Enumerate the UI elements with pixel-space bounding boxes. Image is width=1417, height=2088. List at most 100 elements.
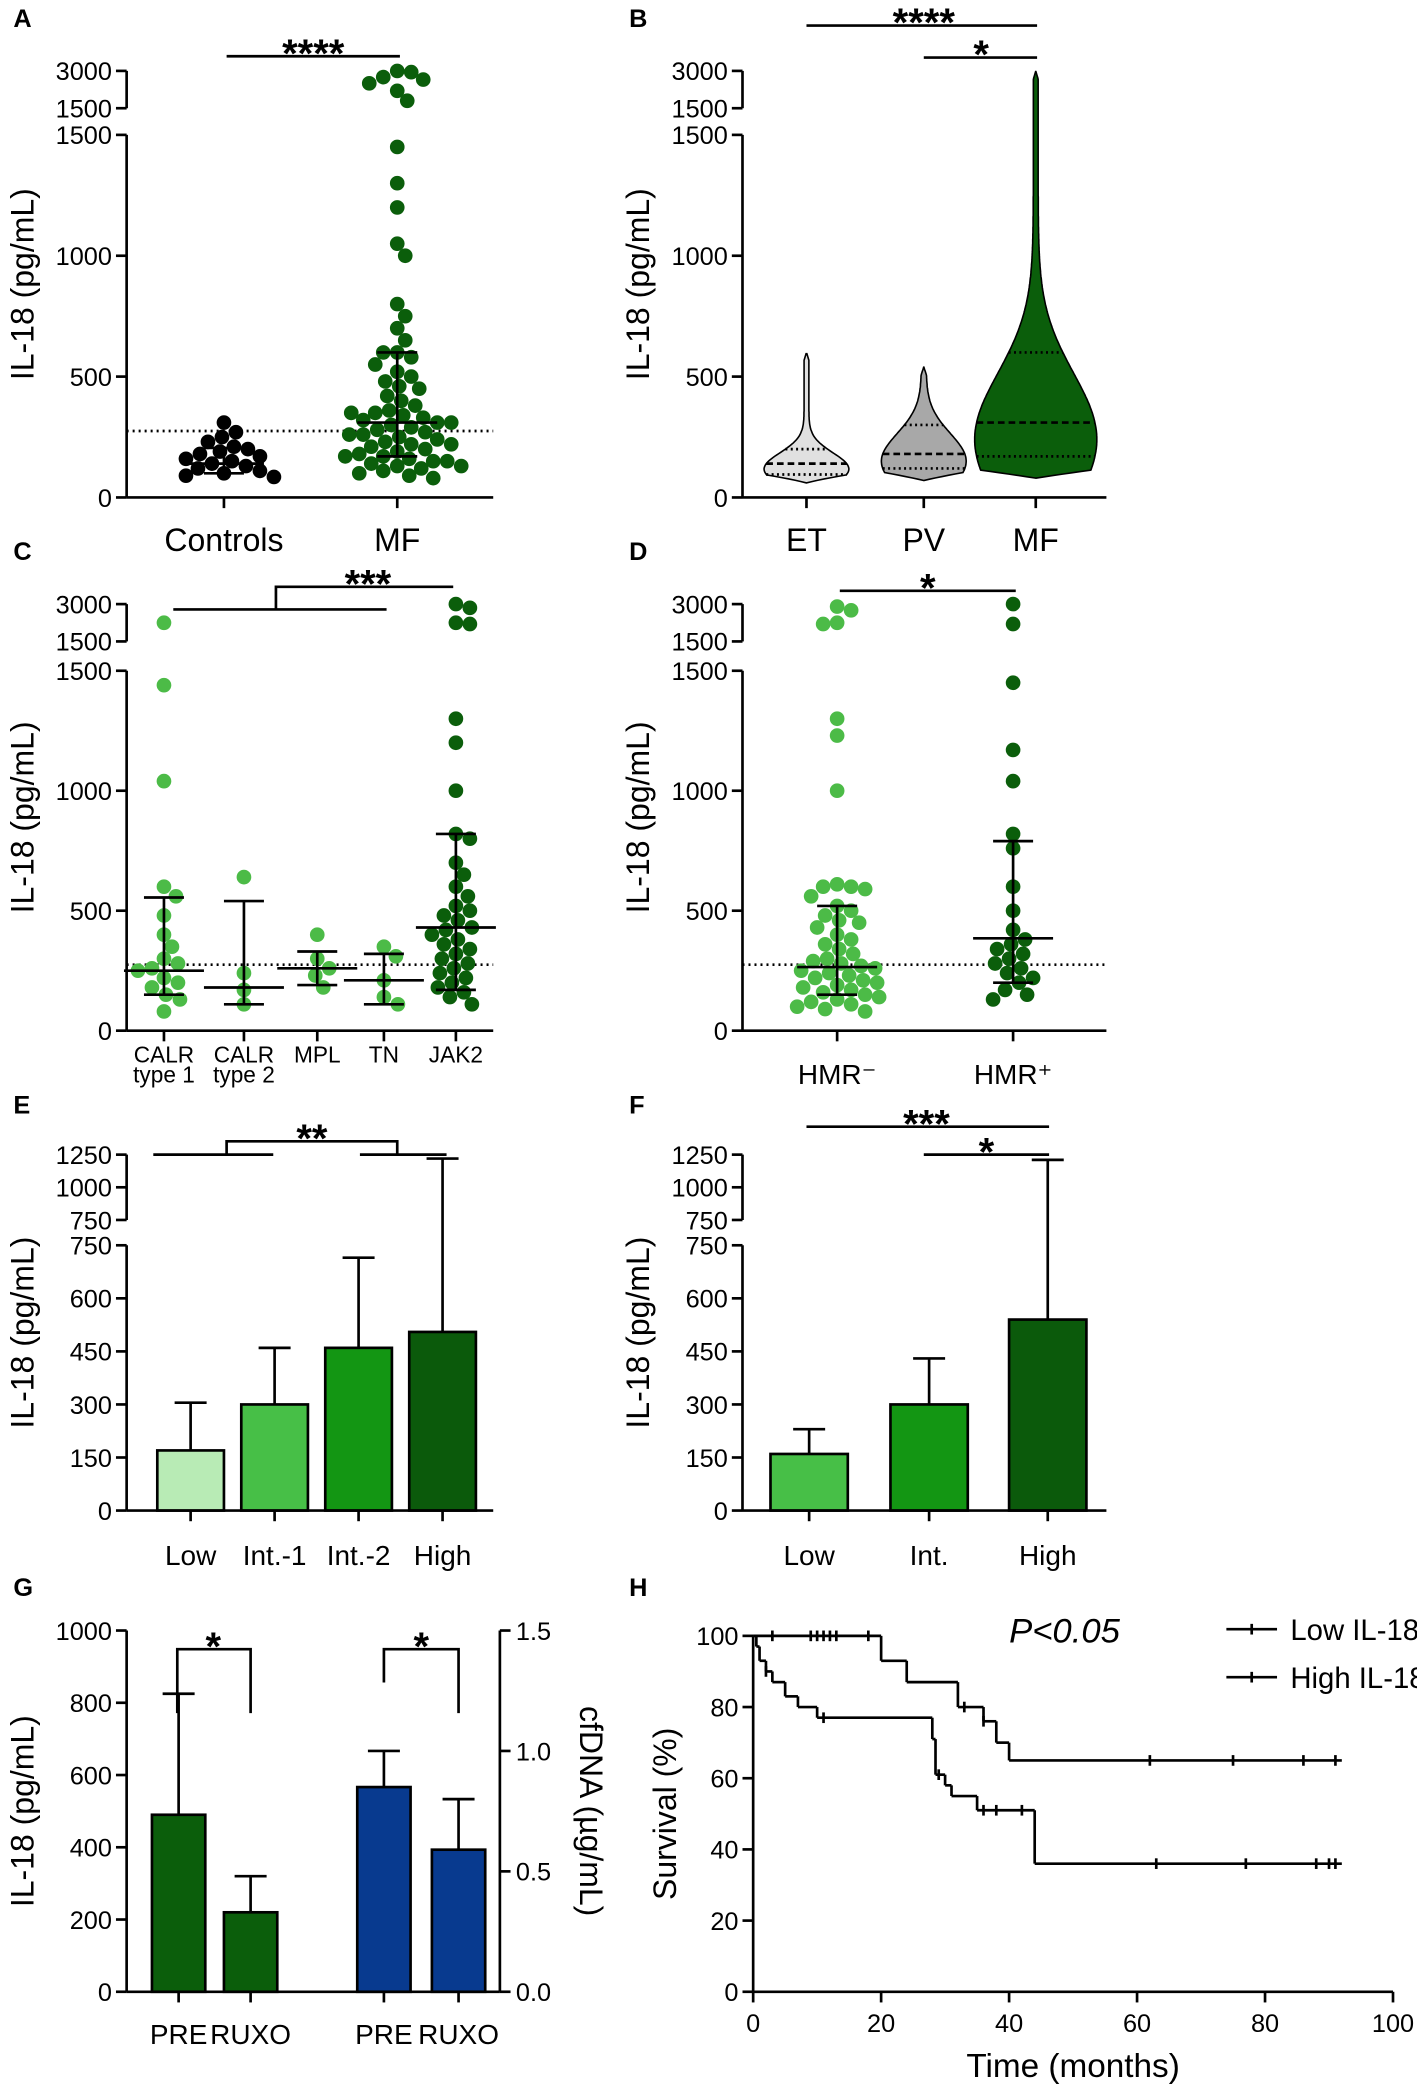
y-axis-title: IL-18 (pg/mL) bbox=[4, 721, 40, 913]
data-point bbox=[377, 374, 393, 389]
data-point bbox=[389, 200, 405, 215]
x-tick-label: RUXO bbox=[418, 2019, 499, 2050]
panel-label: A bbox=[13, 5, 31, 33]
data-point bbox=[442, 989, 458, 1005]
x-tick-label: Controls bbox=[164, 522, 283, 558]
y2-tick-label: 0.0 bbox=[516, 1979, 551, 2007]
data-point bbox=[869, 975, 885, 991]
panel-label: F bbox=[629, 1091, 644, 1119]
data-point bbox=[831, 941, 847, 957]
data-point bbox=[443, 436, 459, 452]
data-point bbox=[456, 867, 472, 883]
data-point bbox=[462, 903, 478, 919]
data-point bbox=[397, 248, 413, 264]
data-point bbox=[388, 948, 404, 964]
data-point bbox=[829, 783, 845, 799]
y-tick-label: 0 bbox=[724, 1979, 738, 2007]
data-point bbox=[1005, 675, 1021, 691]
data-point bbox=[845, 946, 861, 962]
x-tick-label: MPL bbox=[293, 1045, 341, 1068]
data-point bbox=[1003, 936, 1019, 952]
legend-label: High IL-18 bbox=[1290, 1662, 1417, 1695]
y-tick-label: 750 bbox=[70, 1233, 112, 1261]
data-point bbox=[156, 879, 172, 895]
y-axis-title: IL-18 (pg/mL) bbox=[4, 1237, 40, 1429]
data-point bbox=[1015, 946, 1031, 962]
y-tick-label: 200 bbox=[70, 1907, 112, 1935]
data-point bbox=[397, 308, 413, 324]
data-point bbox=[450, 912, 466, 928]
data-point bbox=[389, 320, 405, 336]
y-tick-label: 1000 bbox=[672, 243, 728, 271]
data-point bbox=[462, 941, 478, 957]
significance-bracket bbox=[175, 1647, 252, 1714]
data-point bbox=[817, 936, 833, 952]
y-tick-label: 500 bbox=[686, 364, 728, 392]
data-point bbox=[819, 951, 835, 967]
panel-label: B bbox=[629, 5, 647, 33]
y-tick-label: 600 bbox=[70, 1762, 112, 1790]
legend-label: Low IL-18 bbox=[1290, 1614, 1417, 1647]
data-point bbox=[789, 999, 805, 1015]
data-point bbox=[434, 951, 450, 967]
y-tick-label: 1500 bbox=[56, 96, 112, 124]
y-tick-label: 500 bbox=[70, 898, 112, 926]
y-tick-label: 0 bbox=[98, 1979, 112, 2007]
data-point bbox=[803, 888, 819, 904]
y-tick-label: 3000 bbox=[672, 58, 728, 86]
x-tick-label: RUXO bbox=[210, 2019, 291, 2050]
panel-label: G bbox=[13, 1574, 33, 1602]
x-tick-label-box: CALR type 2 bbox=[213, 1045, 275, 1088]
data-point bbox=[351, 446, 367, 462]
data-point bbox=[351, 465, 367, 481]
x-tick-label: 60 bbox=[1123, 2010, 1151, 2038]
data-point bbox=[450, 932, 466, 947]
y-tick-label: 60 bbox=[710, 1766, 738, 1794]
significance-label: * bbox=[206, 1625, 222, 1669]
data-point bbox=[399, 93, 415, 109]
bar bbox=[323, 1346, 394, 1512]
y-axis-title: IL-18 (pg/mL) bbox=[620, 1237, 656, 1429]
data-point bbox=[307, 968, 323, 983]
data-point bbox=[857, 987, 873, 1003]
data-point bbox=[337, 449, 353, 464]
significance-label: * bbox=[920, 566, 936, 610]
x-tick-label: 0 bbox=[746, 2010, 760, 2038]
y-tick-label: 400 bbox=[70, 1835, 112, 1863]
data-point bbox=[216, 415, 232, 430]
data-point bbox=[252, 463, 268, 479]
data-point bbox=[367, 357, 383, 372]
y2-axis-title: cfDNA (µg/mL) bbox=[573, 1706, 609, 1916]
bar bbox=[155, 1449, 226, 1512]
data-point bbox=[453, 458, 469, 474]
data-point bbox=[841, 968, 857, 983]
x-tick-label: CALR type 2 bbox=[213, 1045, 275, 1088]
significance-label: * bbox=[979, 1130, 995, 1174]
bar bbox=[222, 1910, 279, 1994]
data-point bbox=[376, 939, 392, 955]
data-point bbox=[462, 600, 478, 616]
data-point bbox=[367, 405, 383, 421]
data-point bbox=[424, 927, 440, 943]
y-tick-label: 300 bbox=[70, 1392, 112, 1420]
data-point bbox=[411, 381, 427, 397]
y-tick-label: 600 bbox=[70, 1286, 112, 1314]
y-tick-label: 80 bbox=[710, 1694, 738, 1722]
data-point bbox=[164, 939, 180, 955]
data-point bbox=[156, 773, 172, 789]
y-tick-label: 40 bbox=[710, 1837, 738, 1865]
p-value: P<0.05 bbox=[1009, 1613, 1120, 1651]
data-point bbox=[817, 1001, 833, 1017]
data-point bbox=[448, 735, 464, 751]
data-point bbox=[460, 956, 476, 971]
x-tick-label: High bbox=[414, 1540, 472, 1571]
data-point bbox=[391, 378, 407, 394]
y-tick-label: 1500 bbox=[672, 122, 728, 150]
data-point bbox=[448, 783, 464, 799]
data-point bbox=[436, 936, 452, 952]
panel-label: C bbox=[13, 538, 31, 566]
data-point bbox=[170, 956, 186, 971]
x-tick-label: HMR⁻ bbox=[798, 1059, 877, 1090]
bar bbox=[889, 1403, 970, 1512]
